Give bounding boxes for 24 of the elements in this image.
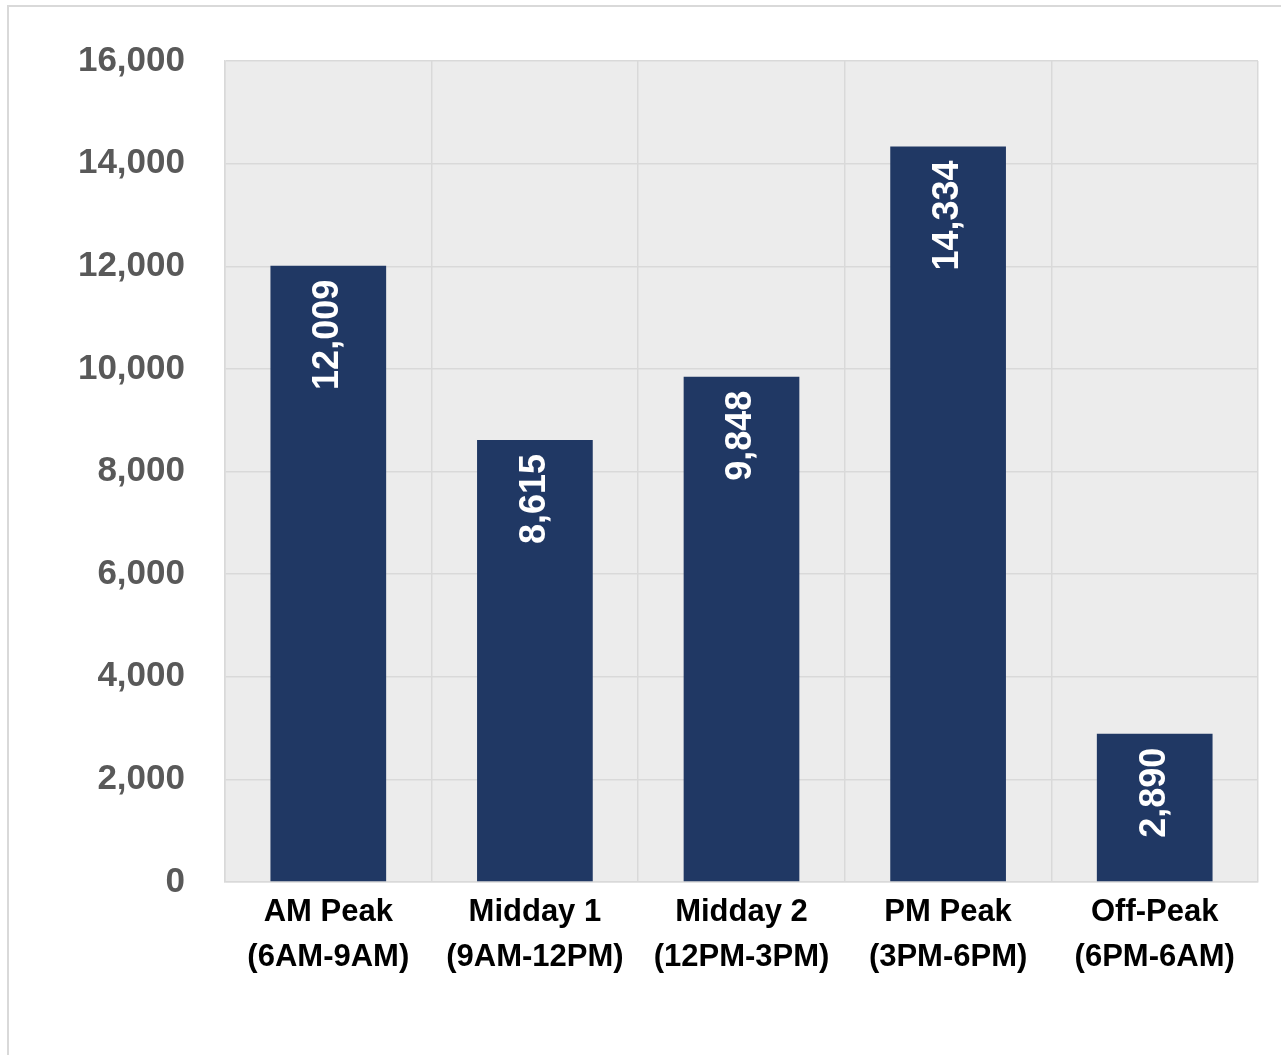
y-tick-label: 12,000	[77, 243, 185, 283]
y-tick-label: 0	[165, 859, 185, 899]
data-label: 14,334	[925, 160, 967, 271]
bar	[477, 439, 593, 882]
x-tick-label: Midday 1 (9AM-12PM)	[446, 893, 624, 973]
bar	[1096, 733, 1213, 882]
y-tick-label: 10,000	[77, 346, 185, 386]
x-tick-label: AM Peak (6AM-9AM)	[247, 893, 410, 973]
x-tick-label: PM Peak (3PM-6PM)	[868, 893, 1028, 973]
bar	[890, 146, 1006, 882]
y-tick-label: 8,000	[97, 449, 185, 489]
y-tick-label: 6,000	[97, 551, 185, 591]
data-label: 9,848	[718, 390, 760, 481]
y-tick-label: 14,000	[77, 141, 185, 181]
bar	[683, 376, 800, 882]
x-tick-label: Off-Peak (6PM-6AM)	[1074, 893, 1235, 973]
y-tick-label: 2,000	[97, 757, 185, 797]
x-tick-label: Midday 2 (12PM-3PM)	[653, 893, 830, 973]
y-tick-label: 4,000	[97, 654, 185, 694]
y-tick-label: 16,000	[77, 38, 185, 78]
data-label: 2,890	[1131, 747, 1173, 838]
data-label: 8,615	[511, 453, 553, 545]
bar	[270, 265, 387, 882]
data-label: 12,009	[305, 279, 347, 390]
